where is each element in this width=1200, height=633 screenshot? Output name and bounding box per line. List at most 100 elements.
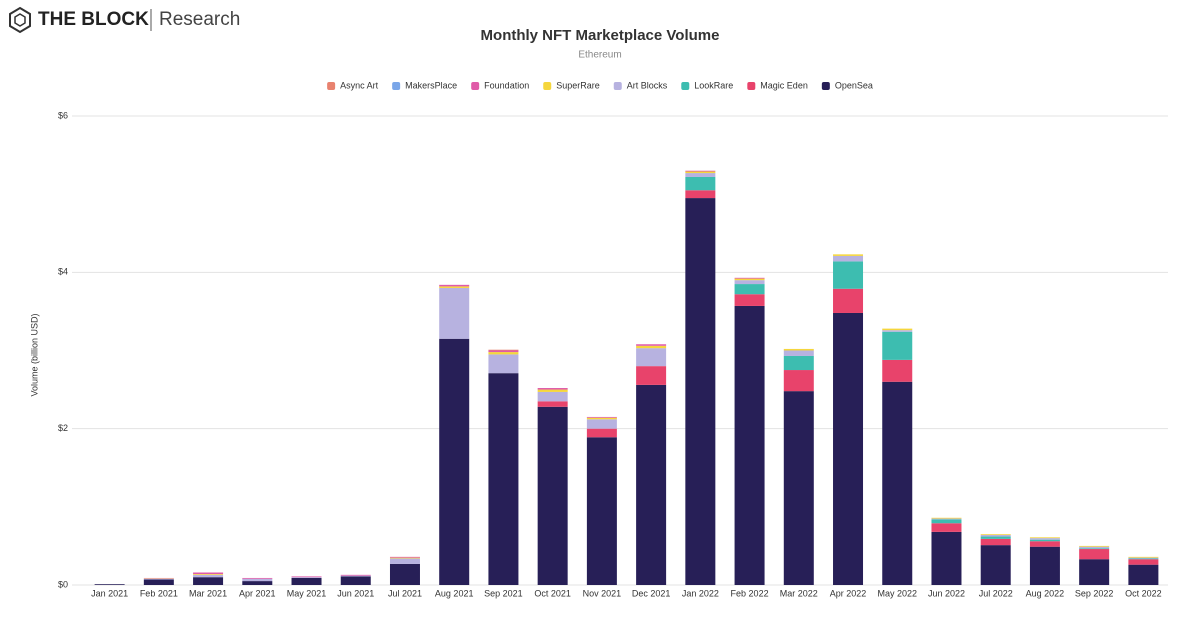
x-tick-label: Sep 2021: [484, 588, 523, 598]
bar-segment: [981, 539, 1011, 545]
bar-segment: [1128, 559, 1158, 564]
y-tick-label: $6: [58, 110, 68, 120]
legend-label: MakersPlace: [405, 80, 457, 90]
bar-segment: [784, 351, 814, 356]
bar-segment: [292, 577, 322, 578]
x-tick-label: Aug 2021: [435, 588, 474, 598]
bar-segment: [931, 523, 961, 532]
x-tick-label: Apr 2022: [830, 588, 867, 598]
bar-segment: [685, 198, 715, 585]
bar-segment: [735, 278, 765, 279]
bar-segment: [390, 558, 420, 563]
bar-segment: [587, 429, 617, 438]
bar-segment: [931, 532, 961, 585]
logo: THE BLOCK Research: [10, 8, 240, 32]
legend-swatch: [681, 82, 689, 90]
bar-segment: [882, 360, 912, 382]
bar-segment: [931, 519, 961, 520]
bar-segment: [587, 419, 617, 428]
legend-label: SuperRare: [556, 80, 600, 90]
bar-segment: [242, 579, 272, 581]
bar-segment: [488, 352, 518, 354]
bar-segment: [439, 339, 469, 585]
bar-segment: [538, 392, 568, 401]
bar-segment: [439, 286, 469, 288]
bar-segment: [390, 558, 420, 559]
legend-swatch: [822, 82, 830, 90]
x-tick-label: Jul 2021: [388, 588, 422, 598]
bar-segment: [735, 280, 765, 284]
bar-segment: [685, 171, 715, 173]
x-tick-label: Mar 2021: [189, 588, 227, 598]
legend-label: LookRare: [694, 80, 733, 90]
x-tick-label: Feb 2022: [731, 588, 769, 598]
bar-segment: [685, 171, 715, 172]
bar-segment: [390, 557, 420, 558]
bar-segment: [488, 373, 518, 585]
bar-segment: [1079, 549, 1109, 559]
bar-segment: [488, 350, 518, 351]
bar-segment: [538, 390, 568, 392]
bar-segment: [833, 289, 863, 313]
bar-segment: [636, 385, 666, 585]
x-tick-label: May 2022: [877, 588, 917, 598]
chart-subtitle: Ethereum: [578, 50, 621, 61]
bar-segment: [193, 572, 223, 574]
bar-segment: [735, 306, 765, 585]
bar-segment: [587, 417, 617, 418]
bar-segment: [538, 401, 568, 406]
bar-segment: [1079, 547, 1109, 549]
x-tick-label: Aug 2022: [1026, 588, 1065, 598]
bar-segment: [833, 313, 863, 585]
bar-segment: [538, 407, 568, 585]
legend-swatch: [747, 82, 755, 90]
legend-label: Magic Eden: [760, 80, 808, 90]
x-tick-label: Oct 2022: [1125, 588, 1162, 598]
x-tick-label: Sep 2022: [1075, 588, 1114, 598]
x-tick-label: May 2021: [287, 588, 327, 598]
legend-swatch: [392, 82, 400, 90]
y-tick-label: $0: [58, 579, 68, 589]
bar-segment: [488, 351, 518, 353]
bar-segment: [685, 190, 715, 198]
legend-swatch: [327, 82, 335, 90]
brand: THE BLOCK: [38, 9, 149, 30]
bar-segment: [981, 534, 1011, 535]
bar-segment: [341, 576, 371, 577]
bar-segment: [1128, 565, 1158, 585]
x-tick-label: Jun 2022: [928, 588, 965, 598]
x-tick-label: Jun 2021: [337, 588, 374, 598]
brand-sub: Research: [159, 9, 240, 30]
bar-segment: [882, 382, 912, 585]
bar-segment: [488, 354, 518, 373]
bar-segment: [636, 366, 666, 385]
legend-swatch: [471, 82, 479, 90]
bar-segment: [439, 288, 469, 339]
x-tick-label: Feb 2021: [140, 588, 178, 598]
bar-segment: [1128, 558, 1158, 559]
bar-segment: [144, 579, 174, 580]
bar-segment: [587, 418, 617, 420]
bar-segment: [882, 329, 912, 331]
bar-segment: [784, 356, 814, 370]
bar-segment: [242, 581, 272, 585]
x-tick-label: Dec 2021: [632, 588, 671, 598]
logo-icon: [10, 8, 30, 32]
y-tick-label: $4: [58, 267, 68, 277]
x-tick-label: Jan 2022: [682, 588, 719, 598]
bar-segment: [1030, 547, 1060, 585]
bar-segment: [981, 535, 1011, 537]
legend-label: OpenSea: [835, 80, 873, 90]
bar-segment: [193, 574, 223, 575]
legend-label: Art Blocks: [627, 80, 668, 90]
bar-segment: [341, 576, 371, 585]
bar-segment: [1128, 558, 1158, 559]
bar-segment: [341, 575, 371, 576]
bar-segment: [538, 388, 568, 390]
x-tick-label: Mar 2022: [780, 588, 818, 598]
bar-segment: [144, 580, 174, 585]
bar-segment: [587, 437, 617, 585]
bar-segment: [981, 537, 1011, 539]
bar-segment: [1079, 546, 1109, 547]
